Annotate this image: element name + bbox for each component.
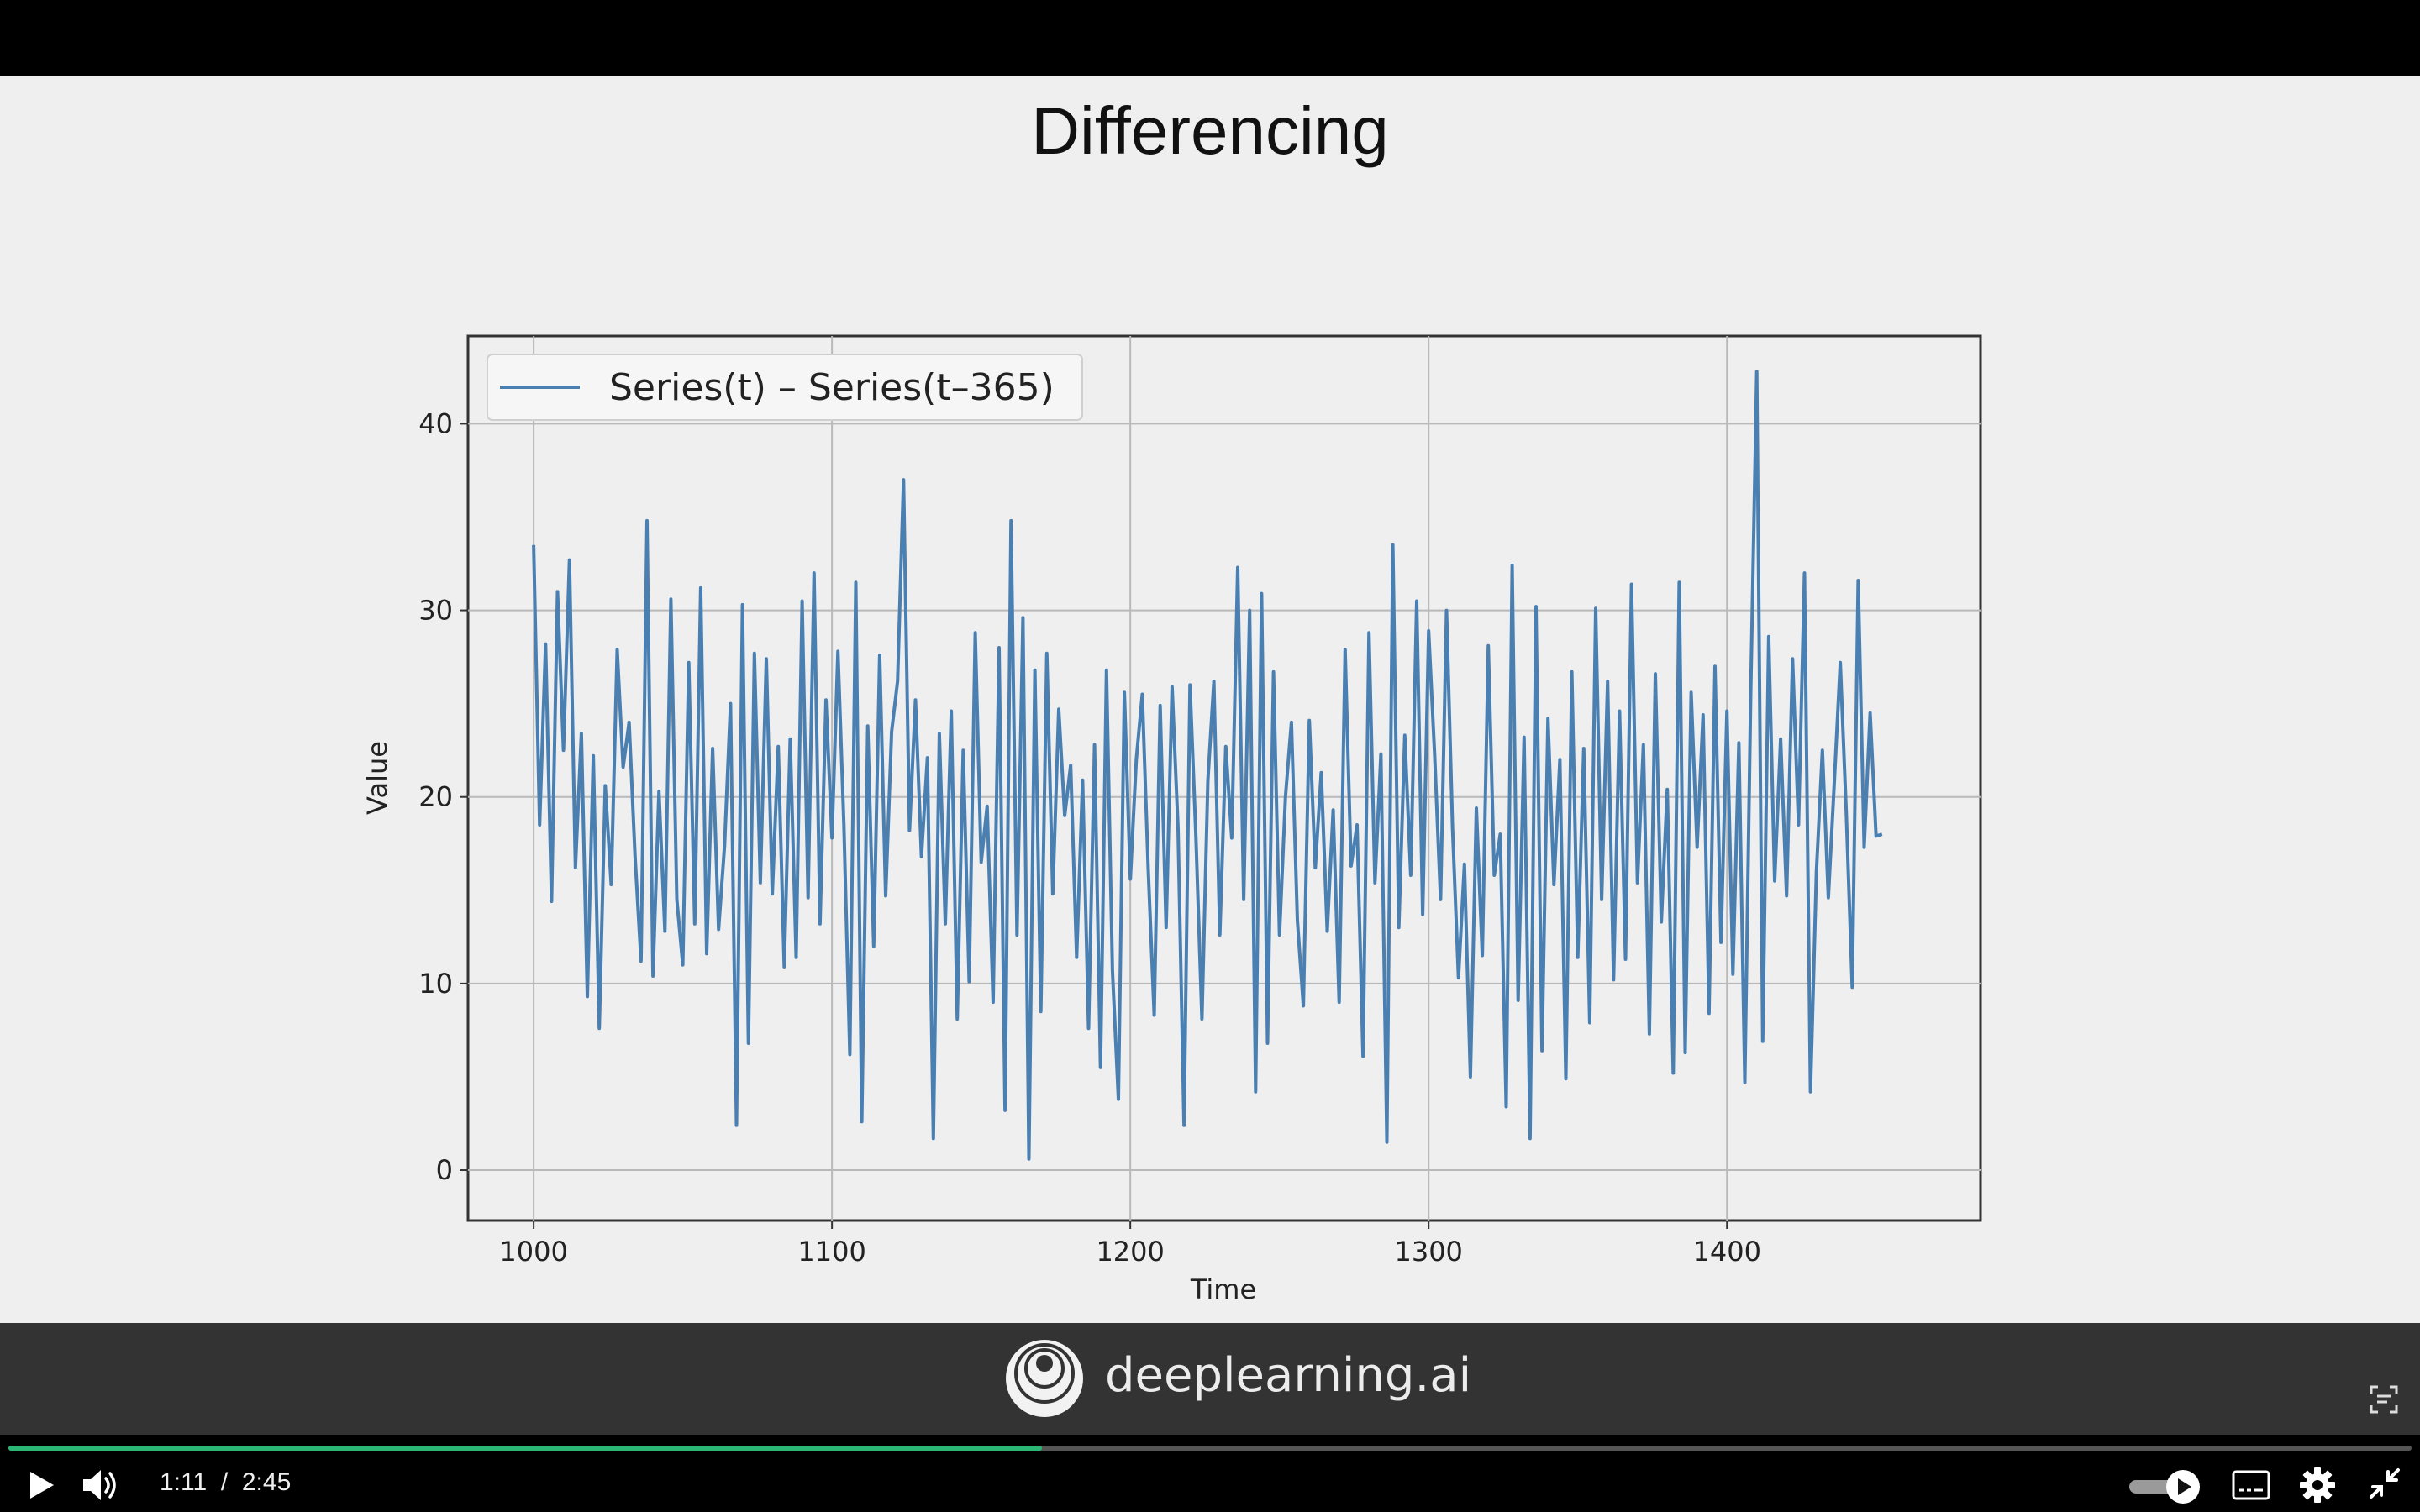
volume-icon[interactable]	[81, 1467, 119, 1504]
axis-ticks: 1000 1100 1200 1300 1400 0 10 20 30 40	[418, 407, 1761, 1268]
settings-gear-icon[interactable]	[2299, 1467, 2336, 1504]
x-tick-label-3: 1300	[1394, 1236, 1462, 1268]
brand-name: deeplearning.ai	[1105, 1348, 1472, 1403]
y-tick-label-0: 0	[436, 1154, 453, 1186]
current-time: 1:11	[160, 1468, 208, 1496]
brand-footer: deeplearning.ai	[0, 1323, 2420, 1435]
legend: Series(t) – Series(t–365)	[487, 354, 1083, 421]
legend-box	[487, 354, 1083, 421]
exit-fullscreen-icon[interactable]	[2368, 1467, 2402, 1500]
x-tick-label-4: 1400	[1693, 1236, 1761, 1268]
y-tick-label-4: 40	[418, 407, 453, 439]
top-letterbox	[0, 0, 2420, 76]
grid-lines	[468, 336, 1981, 1221]
deeplearning-logo-icon	[1006, 1340, 1083, 1417]
player-controls: 1:11 / 2:45	[0, 1435, 2420, 1512]
line-chart: 1000 1100 1200 1300 1400 0 10 20 30 40 Series(t) …	[361, 334, 1982, 1305]
autoplay-toggle[interactable]	[2128, 1468, 2203, 1505]
progress-bar[interactable]	[8, 1446, 2412, 1451]
time-separator: /	[220, 1468, 229, 1496]
play-icon[interactable]	[24, 1468, 57, 1502]
captions-icon[interactable]	[2232, 1470, 2270, 1500]
screenshot-icon[interactable]	[2370, 1385, 2398, 1414]
legend-label: Series(t) – Series(t–365)	[609, 366, 1055, 409]
y-tick-label-3: 30	[418, 595, 453, 627]
y-tick-label-1: 10	[418, 968, 453, 1000]
y-tick-label-2: 20	[418, 781, 453, 813]
video-frame[interactable]: Differencing 1000 1100 1200 1300 1400 0 10 20 30…	[0, 76, 2420, 1323]
y-axis-label: Value	[361, 741, 393, 815]
x-axis-label: Time	[1190, 1273, 1256, 1305]
x-tick-label-0: 1000	[499, 1236, 567, 1268]
series-line	[532, 370, 1883, 1161]
duration: 2:45	[241, 1468, 292, 1496]
progress-fill	[8, 1446, 1042, 1451]
slide-title: Differencing	[1031, 93, 1389, 168]
x-tick-label-1: 1100	[797, 1236, 865, 1268]
x-tick-label-2: 1200	[1096, 1236, 1164, 1268]
time-display: 1:11 / 2:45	[160, 1468, 291, 1497]
